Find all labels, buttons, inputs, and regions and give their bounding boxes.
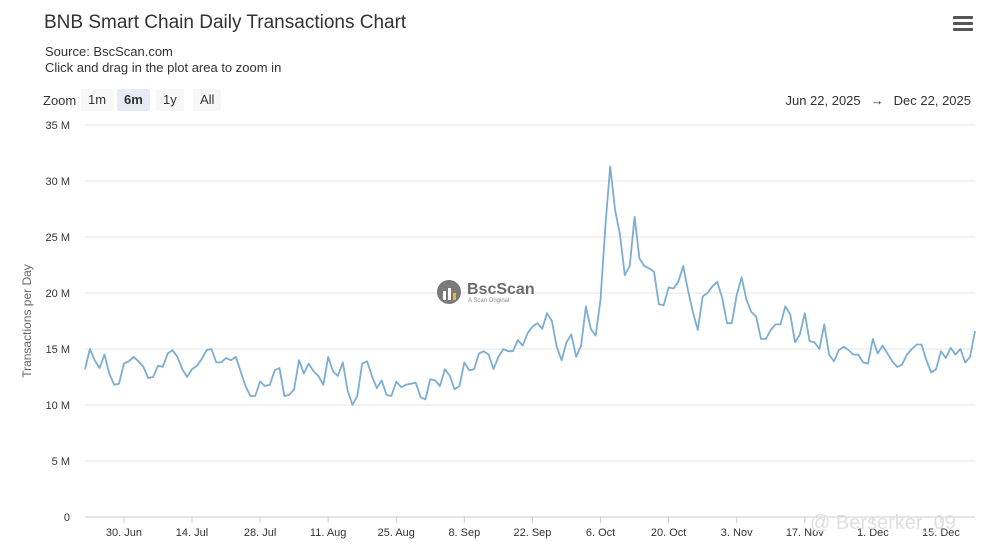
watermark-name: BscScan <box>467 281 535 298</box>
series-line <box>84 165 976 406</box>
y-axis-label: Transactions per Day <box>20 264 34 378</box>
y-tick-label: 10 M <box>46 400 70 412</box>
zoom-hint-text: Click and drag in the plot area to zoom … <box>45 60 282 75</box>
y-tick-label: 5 M <box>52 456 70 468</box>
x-tick-label: 15. Dec <box>922 527 960 539</box>
y-tick-label: 20 M <box>46 288 70 300</box>
zoom-1m-button[interactable]: 1m <box>81 89 114 111</box>
x-tick-label: 28. Jul <box>244 527 276 539</box>
range-arrow: → <box>870 93 884 108</box>
zoom-1y-button[interactable]: 1y <box>156 89 184 111</box>
zoom-label: Zoom <box>43 93 77 108</box>
x-axis-ticks: 30. Jun 14. Jul 28. Jul 11. Aug 25. Aug 8. Se… <box>106 517 960 539</box>
date-range: Jun 22, 2025 → Dec 22, 2025 <box>785 93 971 108</box>
chart-title: BNB Smart Chain Daily Transactions Chart <box>44 12 407 33</box>
x-tick-label: 25. Aug <box>378 527 415 539</box>
x-tick-label: 20. Oct <box>651 527 686 539</box>
zoom-all-button[interactable]: All <box>193 89 222 111</box>
grid-lines <box>85 124 975 518</box>
x-tick-label: 17. Nov <box>786 527 824 539</box>
x-tick-label: 8. Sep <box>448 527 480 539</box>
x-tick-label: 11. Aug <box>310 527 347 539</box>
x-tick-label: 22. Sep <box>513 527 551 539</box>
range-to[interactable]: Dec 22, 2025 <box>893 93 971 108</box>
chart-subtitle: Source: BscScan.com Click and drag in th… <box>45 44 281 76</box>
y-tick-label: 35 M <box>46 120 70 132</box>
x-tick-label: 1. Dec <box>857 527 889 539</box>
x-tick-label: 3. Nov <box>721 527 753 539</box>
x-tick-label: 6. Oct <box>586 527 615 539</box>
credit-watermark: @ Berserker_09 <box>810 512 956 534</box>
y-tick-label: 25 M <box>46 232 70 244</box>
x-tick-label: 14. Jul <box>176 527 208 539</box>
watermark-logo: BscScan A Scan Original <box>437 280 535 304</box>
zoom-6m-button[interactable]: 6m <box>117 89 150 111</box>
y-tick-label: 0 <box>64 512 70 524</box>
source-text: Source: BscScan.com <box>45 44 173 59</box>
y-axis-ticks: 0 5 M 10 M 15 M 20 M 25 M 30 M 35 M <box>46 120 70 524</box>
y-tick-label: 30 M <box>46 176 70 188</box>
x-tick-label: 30. Jun <box>106 527 142 539</box>
range-from[interactable]: Jun 22, 2025 <box>785 93 861 108</box>
hamburger-menu-icon[interactable] <box>952 16 974 36</box>
y-tick-label: 15 M <box>46 344 70 356</box>
watermark-subtitle: A Scan Original <box>468 298 509 304</box>
